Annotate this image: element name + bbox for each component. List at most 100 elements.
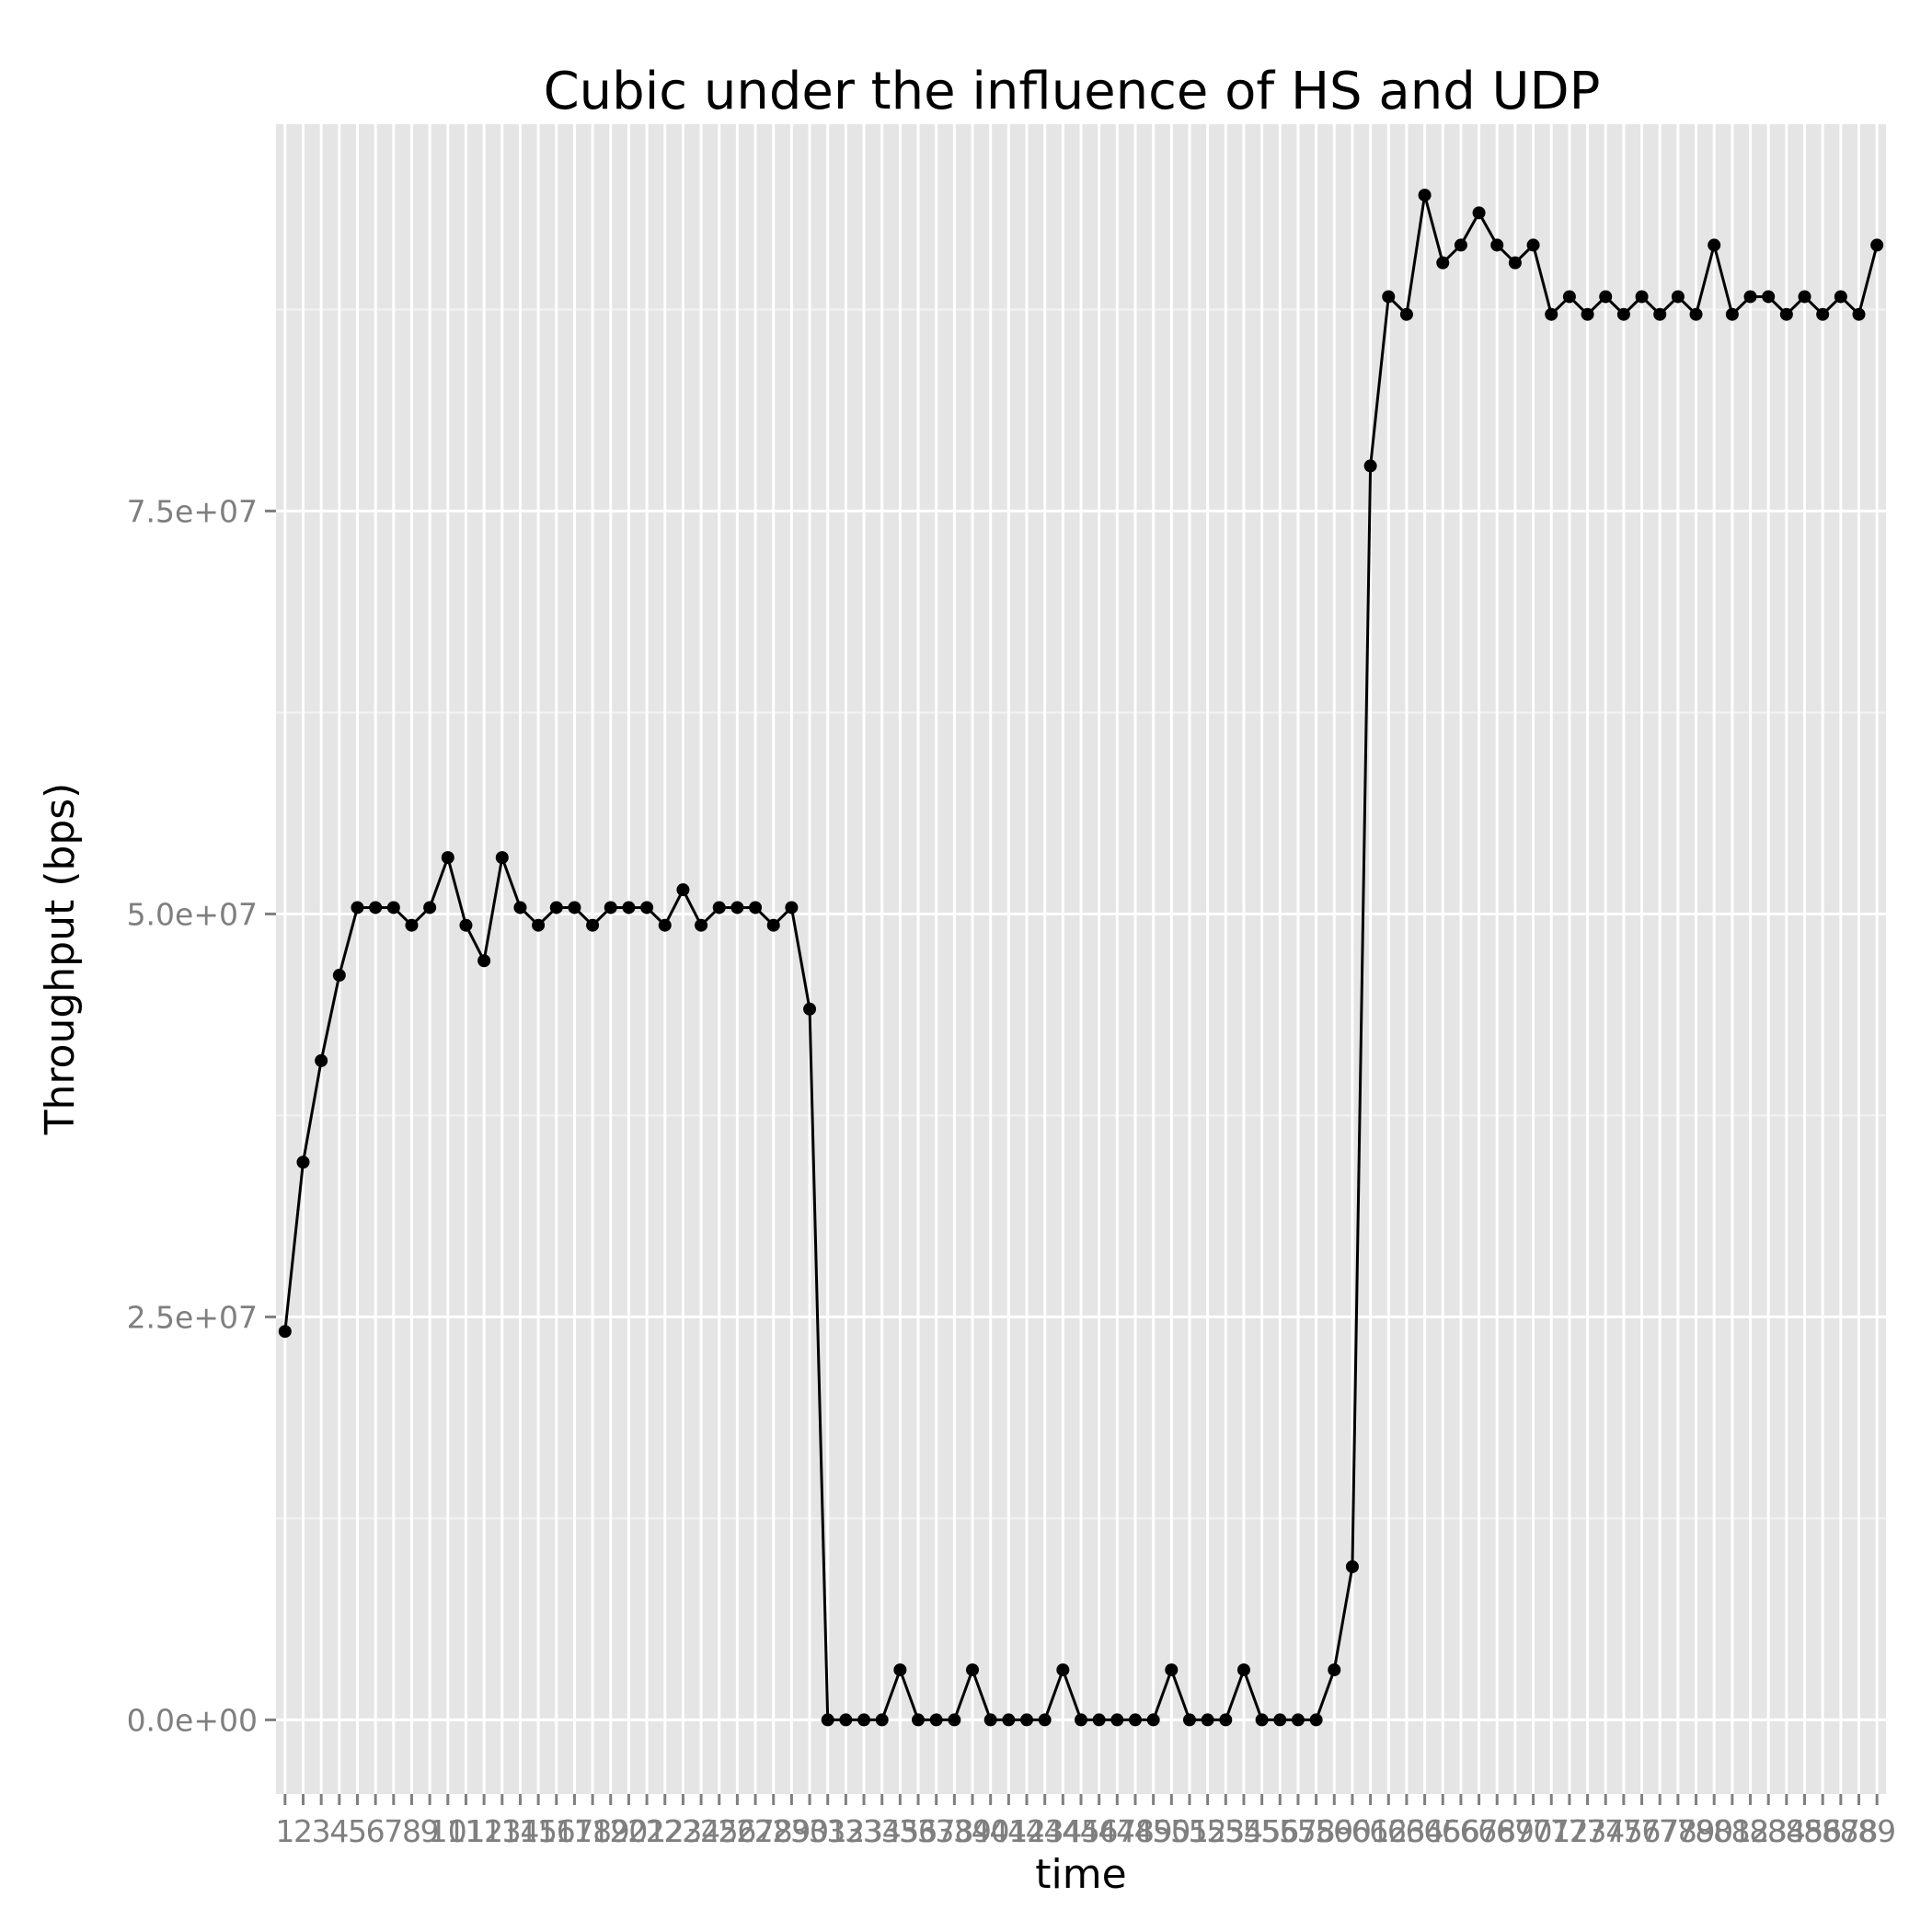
x-tick-label: 47 xyxy=(1098,1813,1136,1849)
data-point xyxy=(1562,290,1576,304)
x-tick-label: 66 xyxy=(1442,1813,1480,1849)
x-tick-label: 88 xyxy=(1840,1813,1879,1849)
data-point xyxy=(1653,307,1667,321)
x-tick-label: 23 xyxy=(663,1813,702,1849)
data-point xyxy=(1725,307,1739,321)
x-tick-label: 61 xyxy=(1351,1813,1390,1849)
data-point xyxy=(1526,238,1540,252)
x-tick-label: 3 xyxy=(312,1813,331,1849)
x-tick-label: 74 xyxy=(1586,1813,1625,1849)
data-point xyxy=(1128,1713,1142,1727)
grid-major xyxy=(276,124,1886,1794)
x-tick-label: 20 xyxy=(609,1813,648,1849)
y-axis-label: Throughput (bps) xyxy=(37,783,84,1136)
x-tick-label: 86 xyxy=(1803,1813,1842,1849)
data-point xyxy=(1165,1663,1179,1677)
data-point xyxy=(278,1325,292,1339)
x-tick-label: 13 xyxy=(483,1813,522,1849)
x-axis-ticks: 1234567891011121314151617181920212223242… xyxy=(275,1794,1896,1849)
x-tick-label: 9 xyxy=(420,1813,440,1849)
x-tick-label: 64 xyxy=(1406,1813,1444,1849)
data-point xyxy=(1399,307,1413,321)
x-tick-label: 55 xyxy=(1243,1813,1282,1849)
data-point xyxy=(1201,1713,1214,1727)
data-point xyxy=(1219,1713,1233,1727)
x-tick-label: 24 xyxy=(682,1813,720,1849)
data-point xyxy=(912,1713,926,1727)
x-tick-label: 28 xyxy=(754,1813,793,1849)
x-tick-label: 21 xyxy=(627,1813,666,1849)
data-point xyxy=(405,918,419,932)
x-tick-label: 32 xyxy=(826,1813,865,1849)
x-tick-label: 42 xyxy=(1007,1813,1046,1849)
data-point xyxy=(459,918,473,932)
x-tick-label: 56 xyxy=(1260,1813,1299,1849)
data-point xyxy=(1472,206,1486,220)
y-axis-ticks: 0.0e+00 2.5e+07 5.0e+07 7.5e+07 xyxy=(127,493,276,1738)
x-tick-label: 71 xyxy=(1532,1813,1570,1849)
x-tick-label: 14 xyxy=(500,1813,539,1849)
data-point xyxy=(549,901,563,914)
chart-title: Cubic under the influence of HS and UDP xyxy=(544,62,1601,121)
x-tick-label: 10 xyxy=(429,1813,467,1849)
data-point xyxy=(1418,189,1432,202)
x-tick-label: 60 xyxy=(1333,1813,1372,1849)
x-tick-label: 17 xyxy=(555,1813,593,1849)
data-point xyxy=(712,901,726,914)
data-point xyxy=(568,901,581,914)
data-point xyxy=(929,1713,943,1727)
x-tick-label: 72 xyxy=(1550,1813,1589,1849)
data-point xyxy=(1689,307,1703,321)
y-tick-label: 0.0e+00 xyxy=(127,1702,258,1738)
x-tick-label: 87 xyxy=(1822,1813,1860,1849)
data-point xyxy=(1798,290,1811,304)
data-point xyxy=(1436,256,1450,270)
x-tick-label: 81 xyxy=(1713,1813,1752,1849)
data-point xyxy=(695,918,708,932)
data-point xyxy=(1599,290,1613,304)
data-point xyxy=(1328,1663,1341,1677)
x-tick-label: 70 xyxy=(1514,1813,1553,1849)
data-point xyxy=(1508,256,1522,270)
x-tick-label: 84 xyxy=(1767,1813,1806,1849)
data-point xyxy=(1002,1713,1016,1727)
data-point xyxy=(766,918,780,932)
data-point xyxy=(1182,1713,1196,1727)
x-tick-label: 35 xyxy=(880,1813,919,1849)
data-point xyxy=(983,1713,997,1727)
x-tick-label: 63 xyxy=(1387,1813,1426,1849)
x-tick-label: 27 xyxy=(736,1813,775,1849)
x-tick-label: 31 xyxy=(809,1813,847,1849)
data-point xyxy=(1363,459,1377,473)
x-tick-label: 89 xyxy=(1857,1813,1896,1849)
x-axis-label: time xyxy=(1035,1851,1126,1898)
x-tick-label: 29 xyxy=(772,1813,811,1849)
x-tick-label: 51 xyxy=(1170,1813,1209,1849)
data-point xyxy=(1581,307,1594,321)
data-point xyxy=(369,901,383,914)
data-point xyxy=(1708,238,1721,252)
data-point xyxy=(893,1663,907,1677)
data-point xyxy=(676,883,690,897)
data-point xyxy=(785,901,799,914)
x-tick-label: 34 xyxy=(863,1813,902,1849)
data-point xyxy=(1834,290,1847,304)
x-tick-label: 39 xyxy=(953,1813,992,1849)
data-point xyxy=(749,901,763,914)
data-point xyxy=(948,1713,961,1727)
x-tick-label: 12 xyxy=(465,1813,503,1849)
data-point xyxy=(477,954,491,968)
data-point xyxy=(1635,290,1649,304)
data-point xyxy=(622,901,636,914)
data-point xyxy=(441,851,454,865)
data-point xyxy=(1092,1713,1106,1727)
data-point xyxy=(1762,290,1776,304)
data-point xyxy=(513,901,527,914)
x-tick-label: 57 xyxy=(1279,1813,1317,1849)
data-point xyxy=(1616,307,1630,321)
data-point xyxy=(1870,238,1884,252)
data-point xyxy=(1075,1713,1087,1727)
x-tick-label: 7 xyxy=(384,1813,403,1849)
data-point xyxy=(351,901,364,914)
data-point xyxy=(1671,290,1685,304)
